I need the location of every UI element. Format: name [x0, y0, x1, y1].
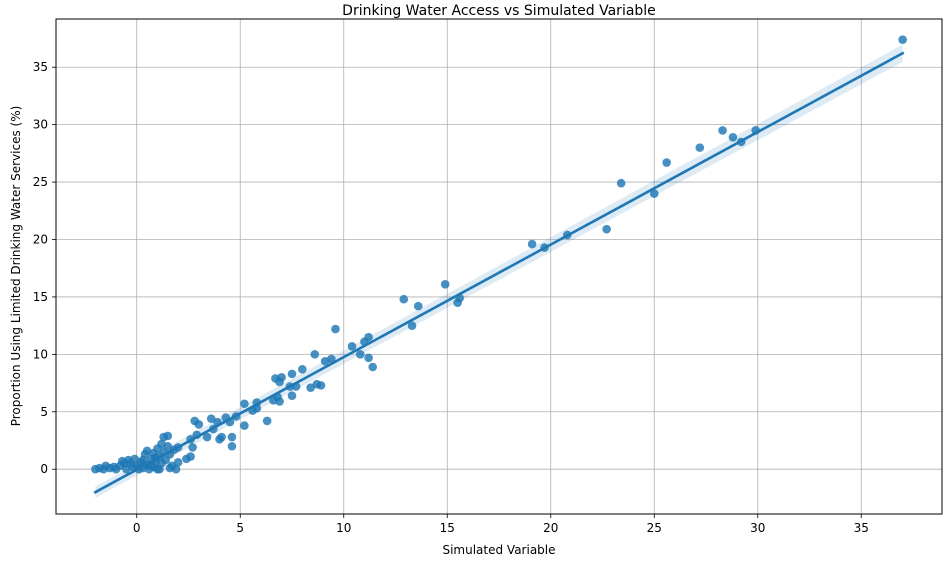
y-tick-label: 25 [33, 175, 48, 189]
data-point [188, 443, 197, 452]
y-axis-label: Proportion Using Limited Drinking Water … [9, 106, 23, 427]
y-tick-label: 10 [33, 347, 48, 361]
data-point [275, 397, 284, 406]
x-tick-label: 15 [440, 521, 455, 535]
y-tick-label: 15 [33, 290, 48, 304]
data-point [165, 463, 175, 473]
y-axis: 0 5 10 15 20 25 30 35 [33, 60, 56, 476]
data-point [440, 280, 450, 289]
y-tick-label: 20 [33, 233, 48, 247]
data-point [602, 224, 611, 234]
data-point [368, 362, 378, 372]
x-tick-label: 30 [750, 521, 765, 535]
data-point [227, 432, 237, 442]
data-point [173, 458, 183, 467]
data-point [718, 126, 727, 135]
regression-line-layer [93, 51, 905, 494]
x-axis: 0 5 10 15 20 25 30 35 [133, 514, 869, 535]
data-point [277, 373, 286, 382]
x-tick-label: 0 [133, 521, 141, 535]
data-point [364, 353, 373, 363]
data-point [194, 420, 204, 429]
data-point [227, 441, 237, 451]
plot-frame [55, 18, 943, 515]
data-point [728, 132, 738, 142]
plot-area [56, 19, 942, 514]
data-point [287, 391, 297, 401]
y-tick-label: 35 [33, 60, 48, 74]
data-point [327, 354, 336, 364]
x-tick-label: 20 [543, 521, 558, 535]
grid [56, 19, 942, 514]
data-point [898, 35, 907, 44]
data-point [413, 301, 423, 311]
data-point [240, 399, 249, 409]
x-axis-label: Simulated Variable [442, 543, 555, 557]
data-point [399, 294, 409, 304]
data-point [202, 432, 212, 442]
data-point [331, 324, 340, 334]
data-point [298, 364, 307, 374]
data-point [364, 332, 373, 342]
y-tick-label: 0 [40, 462, 48, 476]
chart-title: Drinking Water Access vs Simulated Varia… [342, 3, 656, 19]
data-point [695, 143, 705, 152]
data-point [407, 321, 417, 330]
data-point [649, 189, 659, 198]
data-point [240, 421, 249, 430]
data-point [310, 350, 320, 359]
data-point [217, 432, 226, 442]
data-point [356, 350, 365, 359]
y-tick-label: 5 [40, 405, 48, 419]
x-tick-label: 10 [336, 521, 351, 535]
x-tick-label: 5 [236, 521, 244, 535]
data-point [347, 342, 357, 351]
data-point [616, 178, 626, 188]
regression-line [93, 51, 905, 494]
data-point [138, 455, 148, 465]
data-point [287, 369, 297, 379]
data-point [155, 464, 164, 474]
data-point [316, 381, 326, 390]
data-point [163, 431, 173, 441]
x-tick-label: 25 [647, 521, 662, 535]
data-point [662, 158, 671, 167]
data-point [262, 416, 272, 426]
x-tick-label: 35 [854, 521, 869, 535]
data-point [186, 452, 195, 461]
data-point [527, 239, 537, 249]
y-tick-label: 30 [33, 118, 48, 132]
